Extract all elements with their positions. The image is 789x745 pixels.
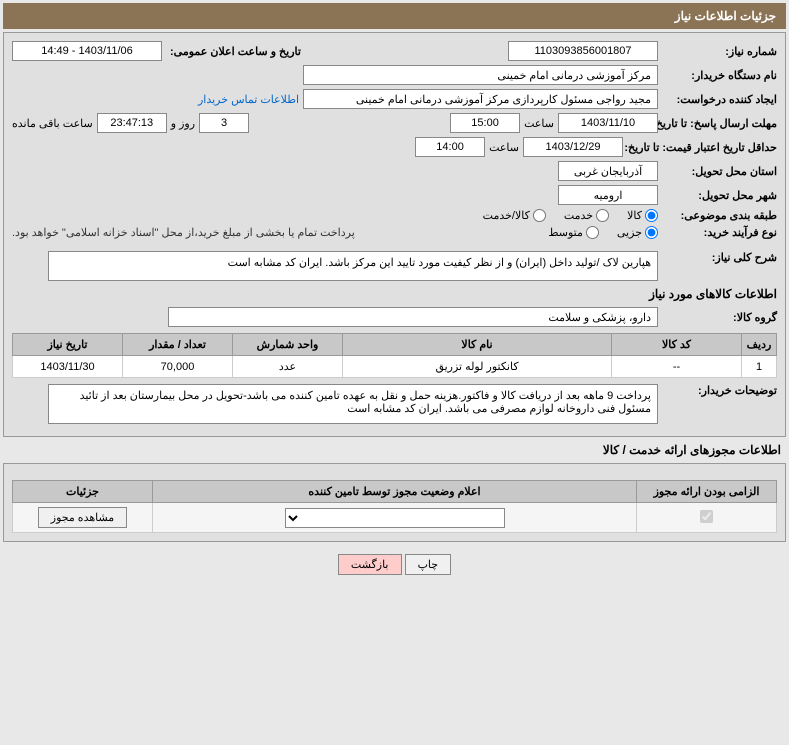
field-days-left: 3 — [199, 113, 249, 133]
label-goods-group: گروه کالا: — [662, 311, 777, 324]
radio-service[interactable]: خدمت — [564, 209, 609, 222]
field-price-time: 14:00 — [415, 137, 485, 157]
buyer-contact-link[interactable]: اطلاعات تماس خریدار — [198, 93, 299, 106]
th-unit: واحد شمارش — [233, 334, 343, 356]
field-time-left: 23:47:13 — [97, 113, 167, 133]
th-row: ردیف — [742, 334, 777, 356]
table-row: 1 -- کانکتور لوله تزریق عدد 70,000 1403/… — [13, 356, 777, 378]
back-button[interactable]: بازگشت — [338, 554, 402, 575]
view-license-button[interactable]: مشاهده مجوز — [38, 507, 127, 528]
label-city: شهر محل تحویل: — [662, 189, 777, 202]
field-reply-date: 1403/11/10 — [558, 113, 658, 133]
label-time-1: ساعت — [524, 117, 554, 130]
th-code: کد کالا — [612, 334, 742, 356]
mandatory-checkbox — [700, 510, 713, 523]
license-row: مشاهده مجوز — [13, 503, 777, 533]
cell-qty: 70,000 — [123, 356, 233, 378]
license-panel: الزامی بودن ارائه مجوز اعلام وضعیت مجوز … — [3, 463, 786, 542]
label-need-desc: شرح کلی نیاز: — [662, 251, 777, 264]
status-select[interactable] — [285, 508, 505, 528]
main-panel: شماره نیاز: 1103093856001807 تاریخ و ساع… — [3, 32, 786, 437]
label-buyer-notes: توضیحات خریدار: — [662, 384, 777, 397]
category-radio-group: کالا خدمت کالا/خدمت — [483, 209, 658, 222]
th-status: اعلام وضعیت مجوز توسط تامین کننده — [153, 481, 637, 503]
th-details: جزئیات — [13, 481, 153, 503]
label-category: طبقه بندی موضوعی: — [662, 209, 777, 222]
radio-both[interactable]: کالا/خدمت — [483, 209, 546, 222]
field-province: آذربایجان غربی — [558, 161, 658, 181]
th-name: نام کالا — [343, 334, 612, 356]
field-need-desc: هپارین لاک /تولید داخل (ایران) و از نظر … — [48, 251, 658, 281]
label-purchase-type: نوع فرآیند خرید: — [662, 226, 777, 239]
print-button[interactable]: چاپ — [405, 554, 452, 575]
radio-medium-label: متوسط — [548, 226, 583, 239]
label-reply-deadline: مهلت ارسال پاسخ: تا تاریخ: — [662, 117, 777, 130]
cell-details: مشاهده مجوز — [13, 503, 153, 533]
label-buyer-org: نام دستگاه خریدار: — [662, 69, 777, 82]
radio-goods-label: کالا — [627, 209, 642, 222]
purchase-type-radio-group: جزیی متوسط — [548, 226, 658, 239]
radio-goods[interactable]: کالا — [627, 209, 658, 222]
field-buyer-org: مرکز آموزشی درمانی امام خمینی — [303, 65, 658, 85]
label-province: استان محل تحویل: — [662, 165, 777, 178]
field-buyer-notes: پرداخت 9 ماهه بعد از دریافت کالا و فاکتو… — [48, 384, 658, 424]
field-requester: مجید رواجی مسئول کارپردازی مرکز آموزشی د… — [303, 89, 658, 109]
field-need-no: 1103093856001807 — [508, 41, 658, 61]
cell-mandatory — [637, 503, 777, 533]
label-days-and: روز و — [171, 117, 195, 130]
radio-service-label: خدمت — [564, 209, 593, 222]
th-date: تاریخ نیاز — [13, 334, 123, 356]
cell-date: 1403/11/30 — [13, 356, 123, 378]
purchase-note: پرداخت تمام یا بخشی از مبلغ خرید،از محل … — [12, 226, 355, 239]
label-price-valid: حداقل تاریخ اعتبار قیمت: تا تاریخ: — [627, 141, 777, 154]
label-remaining: ساعت باقی مانده — [12, 117, 93, 130]
goods-table: ردیف کد کالا نام کالا واحد شمارش تعداد /… — [12, 333, 777, 378]
section-goods-info: اطلاعات کالاهای مورد نیاز — [12, 287, 777, 301]
radio-partial[interactable]: جزیی — [617, 226, 658, 239]
label-requester: ایجاد کننده درخواست: — [662, 93, 777, 106]
label-time-2: ساعت — [489, 141, 519, 154]
section-license-header: اطلاعات مجوزهای ارائه خدمت / کالا — [0, 443, 781, 457]
field-announce-dt: 1403/11/06 - 14:49 — [12, 41, 162, 61]
cell-code: -- — [612, 356, 742, 378]
license-table: الزامی بودن ارائه مجوز اعلام وضعیت مجوز … — [12, 480, 777, 533]
th-mandatory: الزامی بودن ارائه مجوز — [637, 481, 777, 503]
cell-row: 1 — [742, 356, 777, 378]
radio-both-label: کالا/خدمت — [483, 209, 530, 222]
radio-partial-label: جزیی — [617, 226, 642, 239]
cell-unit: عدد — [233, 356, 343, 378]
cell-name: کانکتور لوله تزریق — [343, 356, 612, 378]
radio-medium[interactable]: متوسط — [548, 226, 599, 239]
label-announce-dt: تاریخ و ساعت اعلان عمومی: — [166, 45, 301, 58]
page-header: جزئیات اطلاعات نیاز — [3, 3, 786, 29]
th-qty: تعداد / مقدار — [123, 334, 233, 356]
field-goods-group: دارو، پزشکی و سلامت — [168, 307, 658, 327]
label-need-no: شماره نیاز: — [662, 45, 777, 58]
button-row: چاپ بازگشت — [0, 550, 789, 579]
cell-status — [153, 503, 637, 533]
field-city: ارومیه — [558, 185, 658, 205]
field-price-date: 1403/12/29 — [523, 137, 623, 157]
field-reply-time: 15:00 — [450, 113, 520, 133]
